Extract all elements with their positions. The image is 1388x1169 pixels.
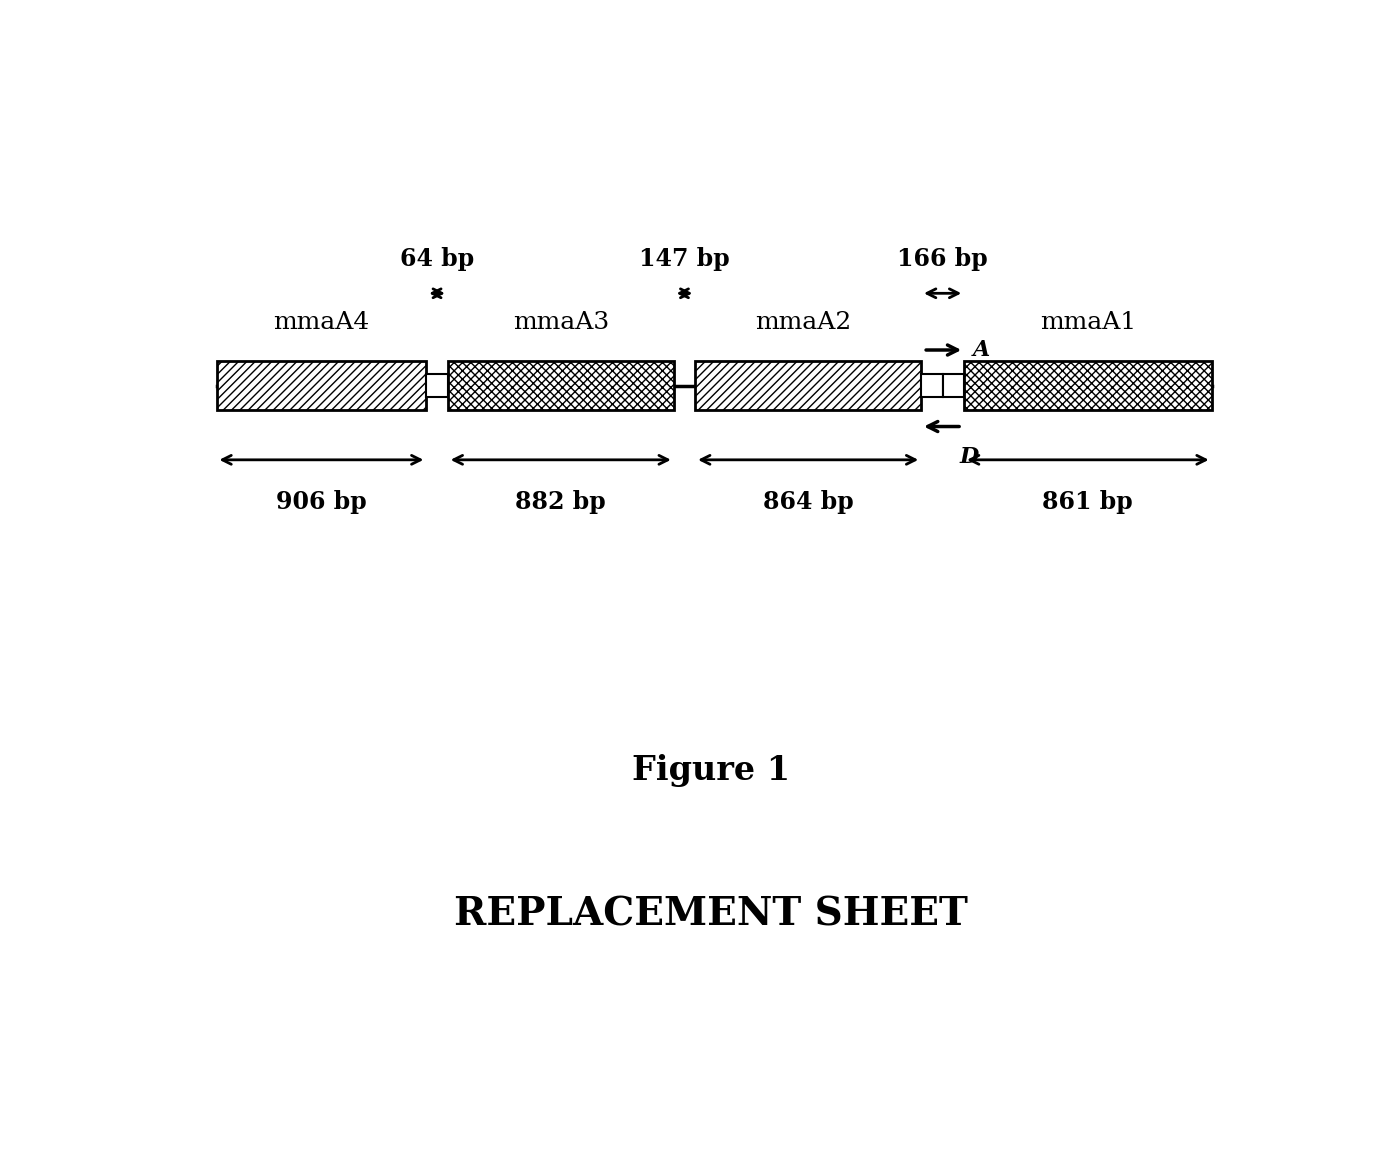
Bar [448, 361, 673, 410]
Bar [217, 361, 426, 410]
Bar [426, 374, 448, 396]
Text: REPLACEMENT SHEET: REPLACEMENT SHEET [454, 895, 969, 933]
Text: D: D [960, 447, 979, 469]
Text: 147 bp: 147 bp [638, 247, 730, 271]
Bar [965, 361, 1212, 410]
Text: 906 bp: 906 bp [276, 490, 366, 513]
Text: 882 bp: 882 bp [515, 490, 607, 513]
Text: 166 bp: 166 bp [897, 247, 988, 271]
Text: 64 bp: 64 bp [400, 247, 475, 271]
Bar [922, 374, 942, 396]
Text: mmaA2: mmaA2 [755, 311, 851, 334]
Bar [942, 374, 965, 396]
Bar [695, 361, 922, 410]
Text: mmaA4: mmaA4 [273, 311, 369, 334]
Text: mmaA3: mmaA3 [512, 311, 609, 334]
Text: A: A [973, 339, 990, 361]
Text: 861 bp: 861 bp [1042, 490, 1133, 513]
Text: Figure 1: Figure 1 [633, 754, 790, 787]
Text: 864 bp: 864 bp [763, 490, 854, 513]
Text: mmaA1: mmaA1 [1040, 311, 1135, 334]
